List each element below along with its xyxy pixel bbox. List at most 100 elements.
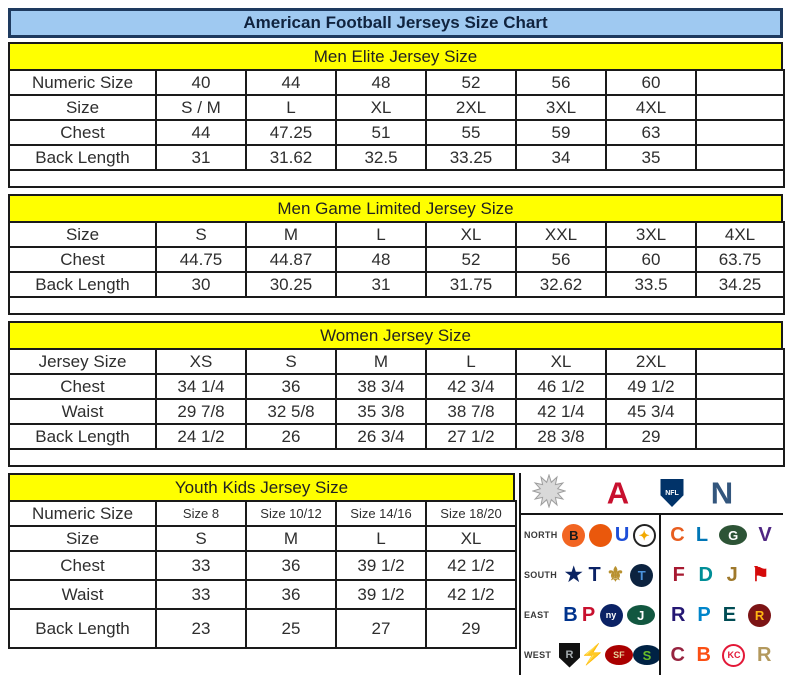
size-cell: 48 (335, 69, 427, 96)
division-label: WEST (524, 650, 552, 660)
table-row: Chest 44 47.25 51 55 59 63 (8, 119, 785, 146)
size-cell: 52 (425, 246, 517, 273)
size-cell: 44 (245, 69, 337, 96)
size-cell: 36 (245, 373, 337, 400)
size-cell: 36 (245, 550, 337, 581)
size-cell: M (245, 525, 337, 552)
size-cell: 35 (605, 144, 697, 171)
size-cell: 35 3/8 (335, 398, 427, 425)
size-cell: 33 (155, 579, 247, 610)
row-label: Chest (8, 373, 157, 400)
patriots-logo: P (581, 604, 596, 626)
giants-logo: ny (599, 603, 623, 627)
cardinals-logo: C (670, 644, 685, 666)
women-header: Women Jersey Size (8, 321, 783, 348)
table-row: Numeric Size Size 8 Size 10/12 Size 14/16 Si… (8, 500, 517, 527)
row-label: Back Length (8, 608, 157, 649)
row-label: Back Length (8, 144, 157, 171)
row-label: Chest (8, 119, 157, 146)
size-cell: 60 (605, 246, 697, 273)
size-cell: 28 3/8 (515, 423, 607, 450)
size-cell: 4XL (695, 221, 785, 248)
table-row: Back Length 23 25 27 29 (8, 608, 517, 649)
size-cell: 33.25 (425, 144, 517, 171)
size-cell: 52 (425, 69, 517, 96)
row-label: Back Length (8, 271, 157, 298)
row-label: Chest (8, 246, 157, 273)
size-cell (695, 423, 785, 450)
size-cell: XXL (515, 221, 607, 248)
row-label: Numeric Size (8, 500, 157, 527)
size-cell: M (245, 221, 337, 248)
size-cell (695, 69, 785, 96)
row-label: Jersey Size (8, 348, 157, 375)
division-label: SOUTH (524, 570, 557, 580)
table-row: Waist 29 7/8 32 5/8 35 3/8 38 7/8 42 1/4 45 3/… (8, 398, 785, 425)
row-label: Waist (8, 579, 157, 610)
size-cell: 34 1/4 (155, 373, 247, 400)
size-cell: 30 (155, 271, 247, 298)
falcons-logo: F (672, 564, 685, 586)
division-row-north: NORTH B U ✦ C L G V (521, 515, 783, 555)
cowboys-logo: ★ (564, 564, 583, 586)
titans-logo: T (630, 563, 654, 587)
size-cell: 40 (155, 69, 247, 96)
size-cell: 34 (515, 144, 607, 171)
size-cell: 38 7/8 (425, 398, 517, 425)
size-cell: 24 1/2 (155, 423, 247, 450)
bottom-section: Youth Kids Jersey Size Numeric Size Size … (8, 473, 783, 675)
nfc-west-teams: C B KC R (659, 643, 783, 667)
afc-south-teams: ★ T ⚜ T (559, 563, 659, 587)
size-cell (695, 398, 785, 425)
size-cell: 3XL (515, 94, 607, 121)
size-cell: Size 10/12 (245, 500, 337, 527)
size-cell: 42 1/2 (425, 550, 517, 581)
size-cell: XL (335, 94, 427, 121)
empty-row (8, 448, 785, 467)
size-cell: L (425, 348, 517, 375)
size-cell: 60 (605, 69, 697, 96)
size-cell (695, 119, 785, 146)
men-game-limited-table: Size S M L XL XXL 3XL 4XL Chest 44.75 44.87 48 52 56 6… (8, 221, 785, 315)
size-cell: 32 5/8 (245, 398, 337, 425)
raiders-logo: R (559, 642, 580, 668)
size-cell: 51 (335, 119, 427, 146)
buccaneers-logo: ⚑ (751, 564, 770, 586)
row-label: Back Length (8, 423, 157, 450)
size-cell: 2XL (605, 348, 697, 375)
size-cell: 26 (245, 423, 337, 450)
eagles-logo: E (722, 604, 737, 626)
saints-logo: ⚜ (606, 564, 625, 586)
size-cell: 55 (425, 119, 517, 146)
size-cell: 32.5 (335, 144, 427, 171)
table-row: Size S / M L XL 2XL 3XL 4XL (8, 94, 785, 121)
49ers-logo: SF (604, 645, 633, 665)
size-cell: XL (425, 525, 517, 552)
size-cell: 32.62 (515, 271, 607, 298)
row-label: Waist (8, 398, 157, 425)
table-row: Back Length 24 1/2 26 26 3/4 27 1/2 28 3/8 29 (8, 423, 785, 450)
ravens-logo: R (670, 604, 686, 626)
dolphins-logo: D (698, 564, 713, 586)
size-cell: 49 1/2 (605, 373, 697, 400)
table-row: Chest 44.75 44.87 48 52 56 60 63.75 (8, 246, 785, 273)
table-row: Back Length 31 31.62 32.5 33.25 34 35 (8, 144, 785, 171)
packers-logo: G (719, 525, 748, 545)
size-cell: Size 14/16 (335, 500, 427, 527)
bengals-logo: B (562, 523, 586, 547)
size-cell: S (155, 221, 247, 248)
youth-table: Numeric Size Size 8 Size 10/12 Size 14/16 Si… (8, 500, 517, 649)
size-cell: M (335, 348, 427, 375)
size-cell: 31 (335, 271, 427, 298)
texans-logo: T (588, 564, 601, 586)
men-elite-section: Men Elite Jersey Size Numeric Size 40 44 48… (8, 42, 785, 188)
women-section: Women Jersey Size Jersey Size XS S M L XL 2XL C… (8, 321, 785, 467)
rams-logo: R (756, 644, 772, 666)
size-cell: L (335, 221, 427, 248)
size-cell (695, 94, 785, 121)
size-cell: 31.62 (245, 144, 337, 171)
